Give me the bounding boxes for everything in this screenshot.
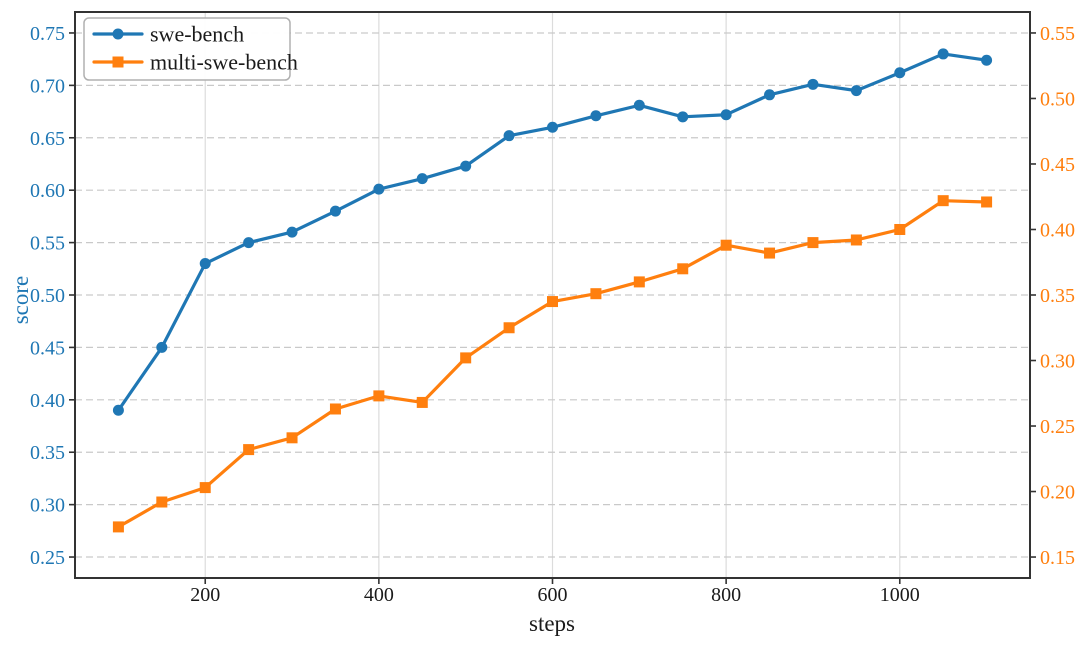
data-point-multi-swe-bench [503, 322, 515, 334]
data-point-swe-bench [156, 341, 168, 353]
y-left-tick-label: 0.75 [30, 23, 65, 45]
data-point-swe-bench [850, 85, 862, 97]
data-point-swe-bench [590, 110, 602, 122]
data-point-multi-swe-bench [677, 263, 689, 275]
data-point-multi-swe-bench [329, 403, 341, 415]
y-right-tick-label: 0.25 [1040, 416, 1075, 438]
y-left-tick-label: 0.65 [30, 128, 65, 150]
data-point-swe-bench [720, 109, 732, 121]
y-right-tick-label: 0.50 [1040, 88, 1075, 110]
x-tick-label: 400 [364, 584, 394, 606]
y-left-tick-label: 0.40 [30, 390, 65, 412]
data-point-swe-bench [981, 54, 993, 66]
axis-ticks [69, 32, 1036, 584]
data-point-multi-swe-bench [937, 195, 949, 207]
data-point-swe-bench [633, 99, 645, 111]
data-point-multi-swe-bench [633, 276, 645, 288]
data-point-multi-swe-bench [156, 496, 168, 508]
y-right-tick-label: 0.35 [1040, 285, 1075, 307]
data-point-swe-bench [807, 78, 819, 90]
x-tick-label: 600 [538, 584, 568, 606]
x-tick-label: 800 [711, 584, 741, 606]
y-right-tick-label: 0.45 [1040, 154, 1075, 176]
data-point-multi-swe-bench [590, 288, 602, 300]
x-axis-label: steps [529, 611, 575, 636]
y-right-tick-label: 0.40 [1040, 219, 1075, 241]
tick-labels: 200 400 600 800 1000 0.25 0.30 0.35 0.40 0.45 0.50… [30, 23, 1075, 606]
y-right-tick-label: 0.20 [1040, 482, 1075, 504]
y-left-tick-label: 0.50 [30, 285, 65, 307]
y-left-tick-label: 0.45 [30, 337, 65, 359]
data-point-swe-bench [894, 67, 906, 79]
data-point-swe-bench [243, 237, 255, 249]
y-axis-label: score [8, 276, 33, 325]
data-point-multi-swe-bench [547, 296, 558, 308]
data-point-swe-bench [373, 183, 385, 195]
data-point-multi-swe-bench [720, 239, 732, 251]
data-point-multi-swe-bench [112, 521, 124, 533]
data-point-multi-swe-bench [286, 432, 298, 444]
x-tick-label: 1000 [880, 584, 920, 606]
data-point-multi-swe-bench [460, 352, 472, 364]
data-point-multi-swe-bench [764, 247, 776, 259]
data-point-swe-bench [503, 130, 515, 142]
y-left-tick-label: 0.55 [30, 233, 65, 255]
data-point-swe-bench [460, 160, 472, 172]
data-point-swe-bench [329, 205, 341, 217]
data-point-swe-bench [677, 111, 689, 123]
y-left-tick-label: 0.25 [30, 547, 65, 569]
data-point-swe-bench [286, 226, 298, 238]
x-tick-label: 200 [190, 584, 220, 606]
legend: swe-bench multi-swe-bench [83, 17, 298, 81]
data-point-multi-swe-bench [199, 482, 211, 494]
data-point-multi-swe-bench [373, 390, 385, 402]
y-left-tick-label: 0.35 [30, 442, 65, 464]
y-right-tick-label: 0.15 [1040, 547, 1075, 569]
data-point-multi-swe-bench [981, 196, 993, 208]
data-point-swe-bench [764, 89, 776, 101]
data-point-swe-bench [416, 173, 428, 185]
y-left-tick-label: 0.70 [30, 75, 65, 97]
data-point-swe-bench [547, 121, 558, 133]
legend-marker-square [112, 56, 124, 68]
y-right-tick-label: 0.30 [1040, 351, 1075, 373]
data-point-multi-swe-bench [416, 396, 428, 408]
data-point-swe-bench [199, 258, 211, 270]
data-point-swe-bench [112, 404, 124, 416]
y-right-tick-label: 0.55 [1040, 23, 1075, 45]
y-left-tick-label: 0.30 [30, 495, 65, 517]
data-point-multi-swe-bench [807, 237, 819, 249]
legend-label: multi-swe-bench [150, 50, 298, 75]
data-point-multi-swe-bench [850, 234, 862, 246]
data-point-multi-swe-bench [894, 223, 906, 235]
y-left-tick-label: 0.60 [30, 180, 65, 202]
gridlines [75, 12, 1030, 578]
legend-label: swe-bench [150, 22, 244, 47]
legend-marker-circle [112, 28, 124, 40]
data-point-swe-bench [937, 48, 949, 60]
series-layer [112, 48, 993, 533]
data-point-multi-swe-bench [243, 444, 255, 456]
